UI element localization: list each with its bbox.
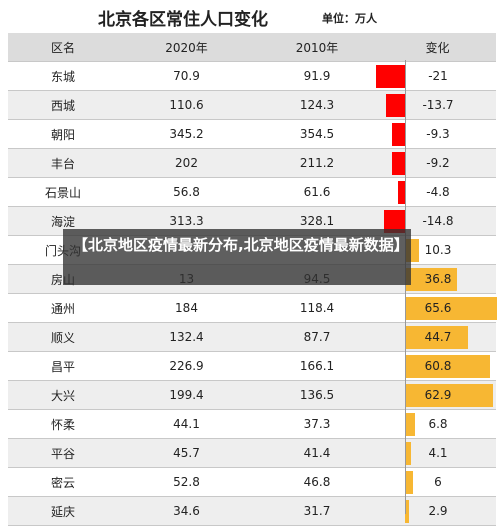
positive-change-bar (405, 326, 468, 349)
value-2010-cell: 354.5 (255, 119, 379, 149)
value-2020-cell: 34.6 (118, 496, 255, 526)
positive-change-bar (405, 297, 497, 320)
value-2010-cell: 166.1 (255, 351, 379, 381)
watermark-banner (63, 229, 411, 285)
district-cell: 顺义 (8, 322, 118, 352)
positive-change-bar (405, 471, 414, 494)
value-2010-cell: 118.4 (255, 293, 379, 323)
negative-change-bar (375, 65, 405, 88)
change-label: -9.3 (426, 127, 450, 141)
change-label: 2.9 (428, 504, 448, 518)
change-axis-line (405, 60, 406, 514)
district-cell: 平谷 (8, 438, 118, 468)
table-row: 平谷 45.7 41.4 (8, 438, 496, 468)
positive-change-bar (405, 384, 494, 407)
unit-label: 单位：万人 (322, 12, 377, 25)
change-cell (379, 409, 496, 439)
value-2010-cell: 124.3 (255, 90, 379, 120)
change-label: -21 (428, 69, 448, 83)
value-2010-cell: 211.2 (255, 148, 379, 178)
value-2020-cell: 45.7 (118, 438, 255, 468)
district-cell: 大兴 (8, 380, 118, 410)
table-row: 顺义 132.4 87.7 (8, 322, 496, 352)
value-2010-cell: 31.7 (255, 496, 379, 526)
district-cell: 昌平 (8, 351, 118, 381)
positive-change-bar (405, 500, 410, 523)
value-2020-cell: 70.9 (118, 61, 255, 91)
positive-change-bar (405, 442, 411, 465)
table-row: 密云 52.8 46.8 (8, 467, 496, 497)
positive-change-bar (405, 413, 415, 436)
change-label: 6 (434, 475, 442, 489)
district-cell: 朝阳 (8, 119, 118, 149)
table-row: 怀柔 44.1 37.3 (8, 409, 496, 439)
change-label: 60.8 (424, 359, 452, 373)
district-cell: 东城 (8, 61, 118, 91)
positive-change-bar (405, 268, 457, 291)
change-label: -4.8 (426, 185, 450, 199)
change-label: 10.3 (424, 243, 452, 257)
change-label: -9.2 (426, 156, 450, 170)
district-cell: 延庆 (8, 496, 118, 526)
negative-change-bar (398, 181, 405, 204)
district-cell: 怀柔 (8, 409, 118, 439)
negative-change-bar (391, 123, 405, 146)
district-cell: 丰台 (8, 148, 118, 178)
negative-change-bar (385, 94, 405, 117)
change-label: 6.8 (428, 417, 448, 431)
value-2010-cell: 61.6 (255, 177, 379, 207)
value-2010-cell: 87.7 (255, 322, 379, 352)
value-2020-cell: 52.8 (118, 467, 255, 497)
change-label: 65.6 (424, 301, 452, 315)
value-2020-cell: 132.4 (118, 322, 255, 352)
value-2010-cell: 91.9 (255, 61, 379, 91)
value-2020-cell: 44.1 (118, 409, 255, 439)
value-2020-cell: 56.8 (118, 177, 255, 207)
district-cell: 西城 (8, 90, 118, 120)
district-cell: 密云 (8, 467, 118, 497)
title-row: 北京各区常住人口变化 单位：万人 (0, 0, 500, 33)
value-2010-cell: 41.4 (255, 438, 379, 468)
value-2010-cell: 37.3 (255, 409, 379, 439)
value-2010-cell: 46.8 (255, 467, 379, 497)
header-change: 变化 (379, 33, 496, 62)
change-label: 36.8 (424, 272, 452, 286)
change-cell (379, 467, 496, 497)
header-district: 区名 (8, 33, 118, 62)
district-cell: 石景山 (8, 177, 118, 207)
value-2020-cell: 226.9 (118, 351, 255, 381)
negative-change-bar (384, 210, 405, 233)
change-label: 44.7 (424, 330, 452, 344)
table-row: 石景山 56.8 61.6 (8, 177, 496, 207)
change-label: 4.1 (428, 446, 448, 460)
value-2010-cell: 136.5 (255, 380, 379, 410)
positive-change-bar (405, 355, 491, 378)
header-2010: 2010年 (255, 33, 379, 62)
header-2020: 2020年 (118, 33, 255, 62)
negative-change-bar (392, 152, 405, 175)
chart-title: 北京各区常住人口变化 (98, 10, 268, 30)
value-2020-cell: 110.6 (118, 90, 255, 120)
change-label: 62.9 (424, 388, 452, 402)
value-2020-cell: 202 (118, 148, 255, 178)
change-cell (379, 438, 496, 468)
change-label: -14.8 (422, 214, 454, 228)
change-label: -13.7 (422, 98, 454, 112)
value-2020-cell: 184 (118, 293, 255, 323)
value-2020-cell: 199.4 (118, 380, 255, 410)
district-cell: 通州 (8, 293, 118, 323)
value-2020-cell: 345.2 (118, 119, 255, 149)
watermark-text: 【北京地区疫情最新分布,北京地区疫情最新数据】 (73, 236, 409, 254)
header-row: 区名 2020年 2010年 变化 (8, 33, 496, 62)
